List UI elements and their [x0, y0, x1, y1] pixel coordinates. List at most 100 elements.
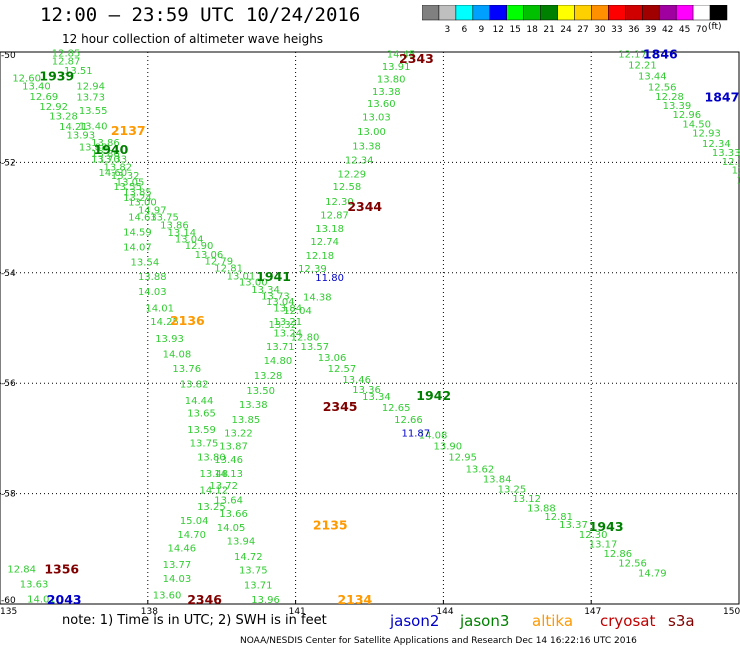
- swh-value: 12.94: [76, 82, 105, 93]
- swh-value: 12.18: [305, 251, 334, 262]
- swh-value: 13.06: [318, 353, 347, 364]
- swh-value: 13.90: [434, 441, 463, 452]
- swh-value: 13.65: [187, 408, 216, 419]
- swh-value: 12.34: [345, 156, 374, 167]
- scale-label: 3: [445, 25, 451, 35]
- swh-value: 13.22: [224, 429, 253, 440]
- y-tick-label: -60: [1, 596, 16, 606]
- scale-label: 42: [662, 25, 673, 35]
- scale-cell: [675, 5, 694, 21]
- swh-value: 12.81: [544, 512, 573, 523]
- swh-value: 14.03: [138, 287, 167, 298]
- swh-value: 13.73: [76, 93, 105, 104]
- scale-cell: [642, 5, 660, 21]
- scale-label: 36: [628, 25, 640, 35]
- swh-value: 13.60: [367, 99, 396, 110]
- swh-value: 14.03: [163, 574, 192, 585]
- swh-value: 14.07: [123, 243, 152, 254]
- swh-value: 13.32: [111, 171, 140, 182]
- swh-value: 12.30: [579, 530, 608, 541]
- swh-value: 13.84: [483, 475, 512, 486]
- scale-cell: [472, 5, 491, 21]
- pass-label: 2134: [337, 592, 372, 607]
- scale-label: 15: [509, 25, 520, 35]
- y-tick-label: -56: [1, 379, 16, 389]
- swh-value-low: 11.87: [402, 429, 431, 440]
- credit-line: NOAA/NESDIS Center for Satellite Applica…: [240, 636, 637, 646]
- swh-value: 12.84: [7, 565, 36, 576]
- swh-value: 13.77: [163, 560, 192, 571]
- swh-value: 13.04: [266, 297, 295, 308]
- chart-subtitle: 12 hour collection of altimeter wave hei…: [62, 32, 324, 46]
- swh-value: 13.71: [244, 581, 273, 592]
- color-scale: 3 6 9 12 15 18 21 24 27 30 33 36 39 42 45 70: [422, 5, 728, 35]
- swh-value: 12.17: [618, 50, 647, 61]
- swh-value: 14.70: [177, 530, 206, 541]
- swh-value: 12.81: [214, 264, 243, 275]
- scale-label: 45: [679, 25, 690, 35]
- axis-ticks: 135 138 141 144 147 150 -50 -52 -54 -56 -58 -60: [0, 51, 740, 617]
- scale-cell: [523, 5, 541, 21]
- swh-value: 12.86: [604, 549, 633, 560]
- swh-value: 13.00: [357, 127, 386, 138]
- swh-value: 12.56: [648, 83, 677, 94]
- swh-value: 14.46: [168, 544, 197, 555]
- legend-jason2: jason2: [389, 612, 439, 630]
- swh-value: 14.44: [185, 396, 214, 407]
- swh-value: 13.44: [638, 72, 667, 83]
- swh-points: 12.6013.4012.6912.9213.2814.2113.9313.88…: [7, 48, 740, 605]
- swh-value: 13.50: [246, 386, 275, 397]
- x-tick-label: 147: [584, 607, 601, 617]
- swh-value: 13.01: [227, 271, 256, 282]
- swh-value: 13.87: [219, 441, 248, 452]
- swh-value: 12.95: [448, 452, 477, 463]
- swh-value: 13.86: [91, 149, 120, 160]
- pass-label: 2346: [187, 592, 222, 607]
- swh-value: 12.39: [298, 264, 327, 275]
- swh-value: 12.90: [185, 241, 214, 252]
- scale-cell: [422, 5, 440, 21]
- swh-value: 14.50: [682, 120, 711, 131]
- swh-value: 12.32: [732, 165, 740, 176]
- swh-value: 13.48: [200, 469, 229, 480]
- swh-value: 13.59: [187, 425, 216, 436]
- swh-value: 14.80: [264, 356, 293, 367]
- swh-value: 12.66: [394, 415, 423, 426]
- pass-label: 2137: [111, 123, 146, 138]
- swh-value: 12.87: [52, 57, 81, 68]
- swh-value: 13.86: [160, 221, 189, 232]
- swh-value: 13.06: [195, 250, 224, 261]
- swh-value: 13.28: [254, 371, 283, 382]
- swh-value: 13.62: [466, 465, 495, 476]
- legend-s3a: s3a: [668, 612, 695, 630]
- scale-cell: [625, 5, 643, 21]
- y-tick-label: -54: [1, 269, 16, 279]
- legend-cryosat: cryosat: [600, 612, 655, 630]
- swh-value: 13.24: [273, 328, 302, 339]
- swh-value: 14.25: [150, 317, 179, 328]
- pass-label: 1846: [643, 47, 678, 62]
- swh-value: 14.45: [387, 50, 416, 61]
- swh-value: 13.88: [138, 272, 167, 283]
- scale-label: 12: [493, 25, 504, 35]
- x-tick-label: 150: [723, 607, 740, 617]
- scale-cell: [438, 5, 457, 21]
- swh-value: 13.04: [175, 234, 204, 245]
- swh-value: 13.64: [214, 496, 243, 507]
- swh-value: 13.80: [197, 452, 226, 463]
- scale-label: 21: [543, 25, 554, 35]
- swh-value: 14.79: [638, 568, 667, 579]
- swh-value: 13.88: [79, 142, 108, 153]
- swh-value: 13.80: [377, 74, 406, 85]
- pass-label: 2345: [323, 399, 358, 414]
- legend-jason3: jason3: [459, 612, 509, 630]
- swh-value: 13.51: [64, 66, 93, 77]
- scale-label: 24: [560, 25, 572, 35]
- scale-cell: [591, 5, 609, 21]
- swh-value: 13.33: [99, 154, 128, 165]
- y-tick-label: -52: [1, 158, 16, 168]
- pass-label: 1943: [589, 519, 624, 534]
- swh-value-low: 11.80: [315, 273, 344, 284]
- swh-value: 12.87: [320, 211, 349, 222]
